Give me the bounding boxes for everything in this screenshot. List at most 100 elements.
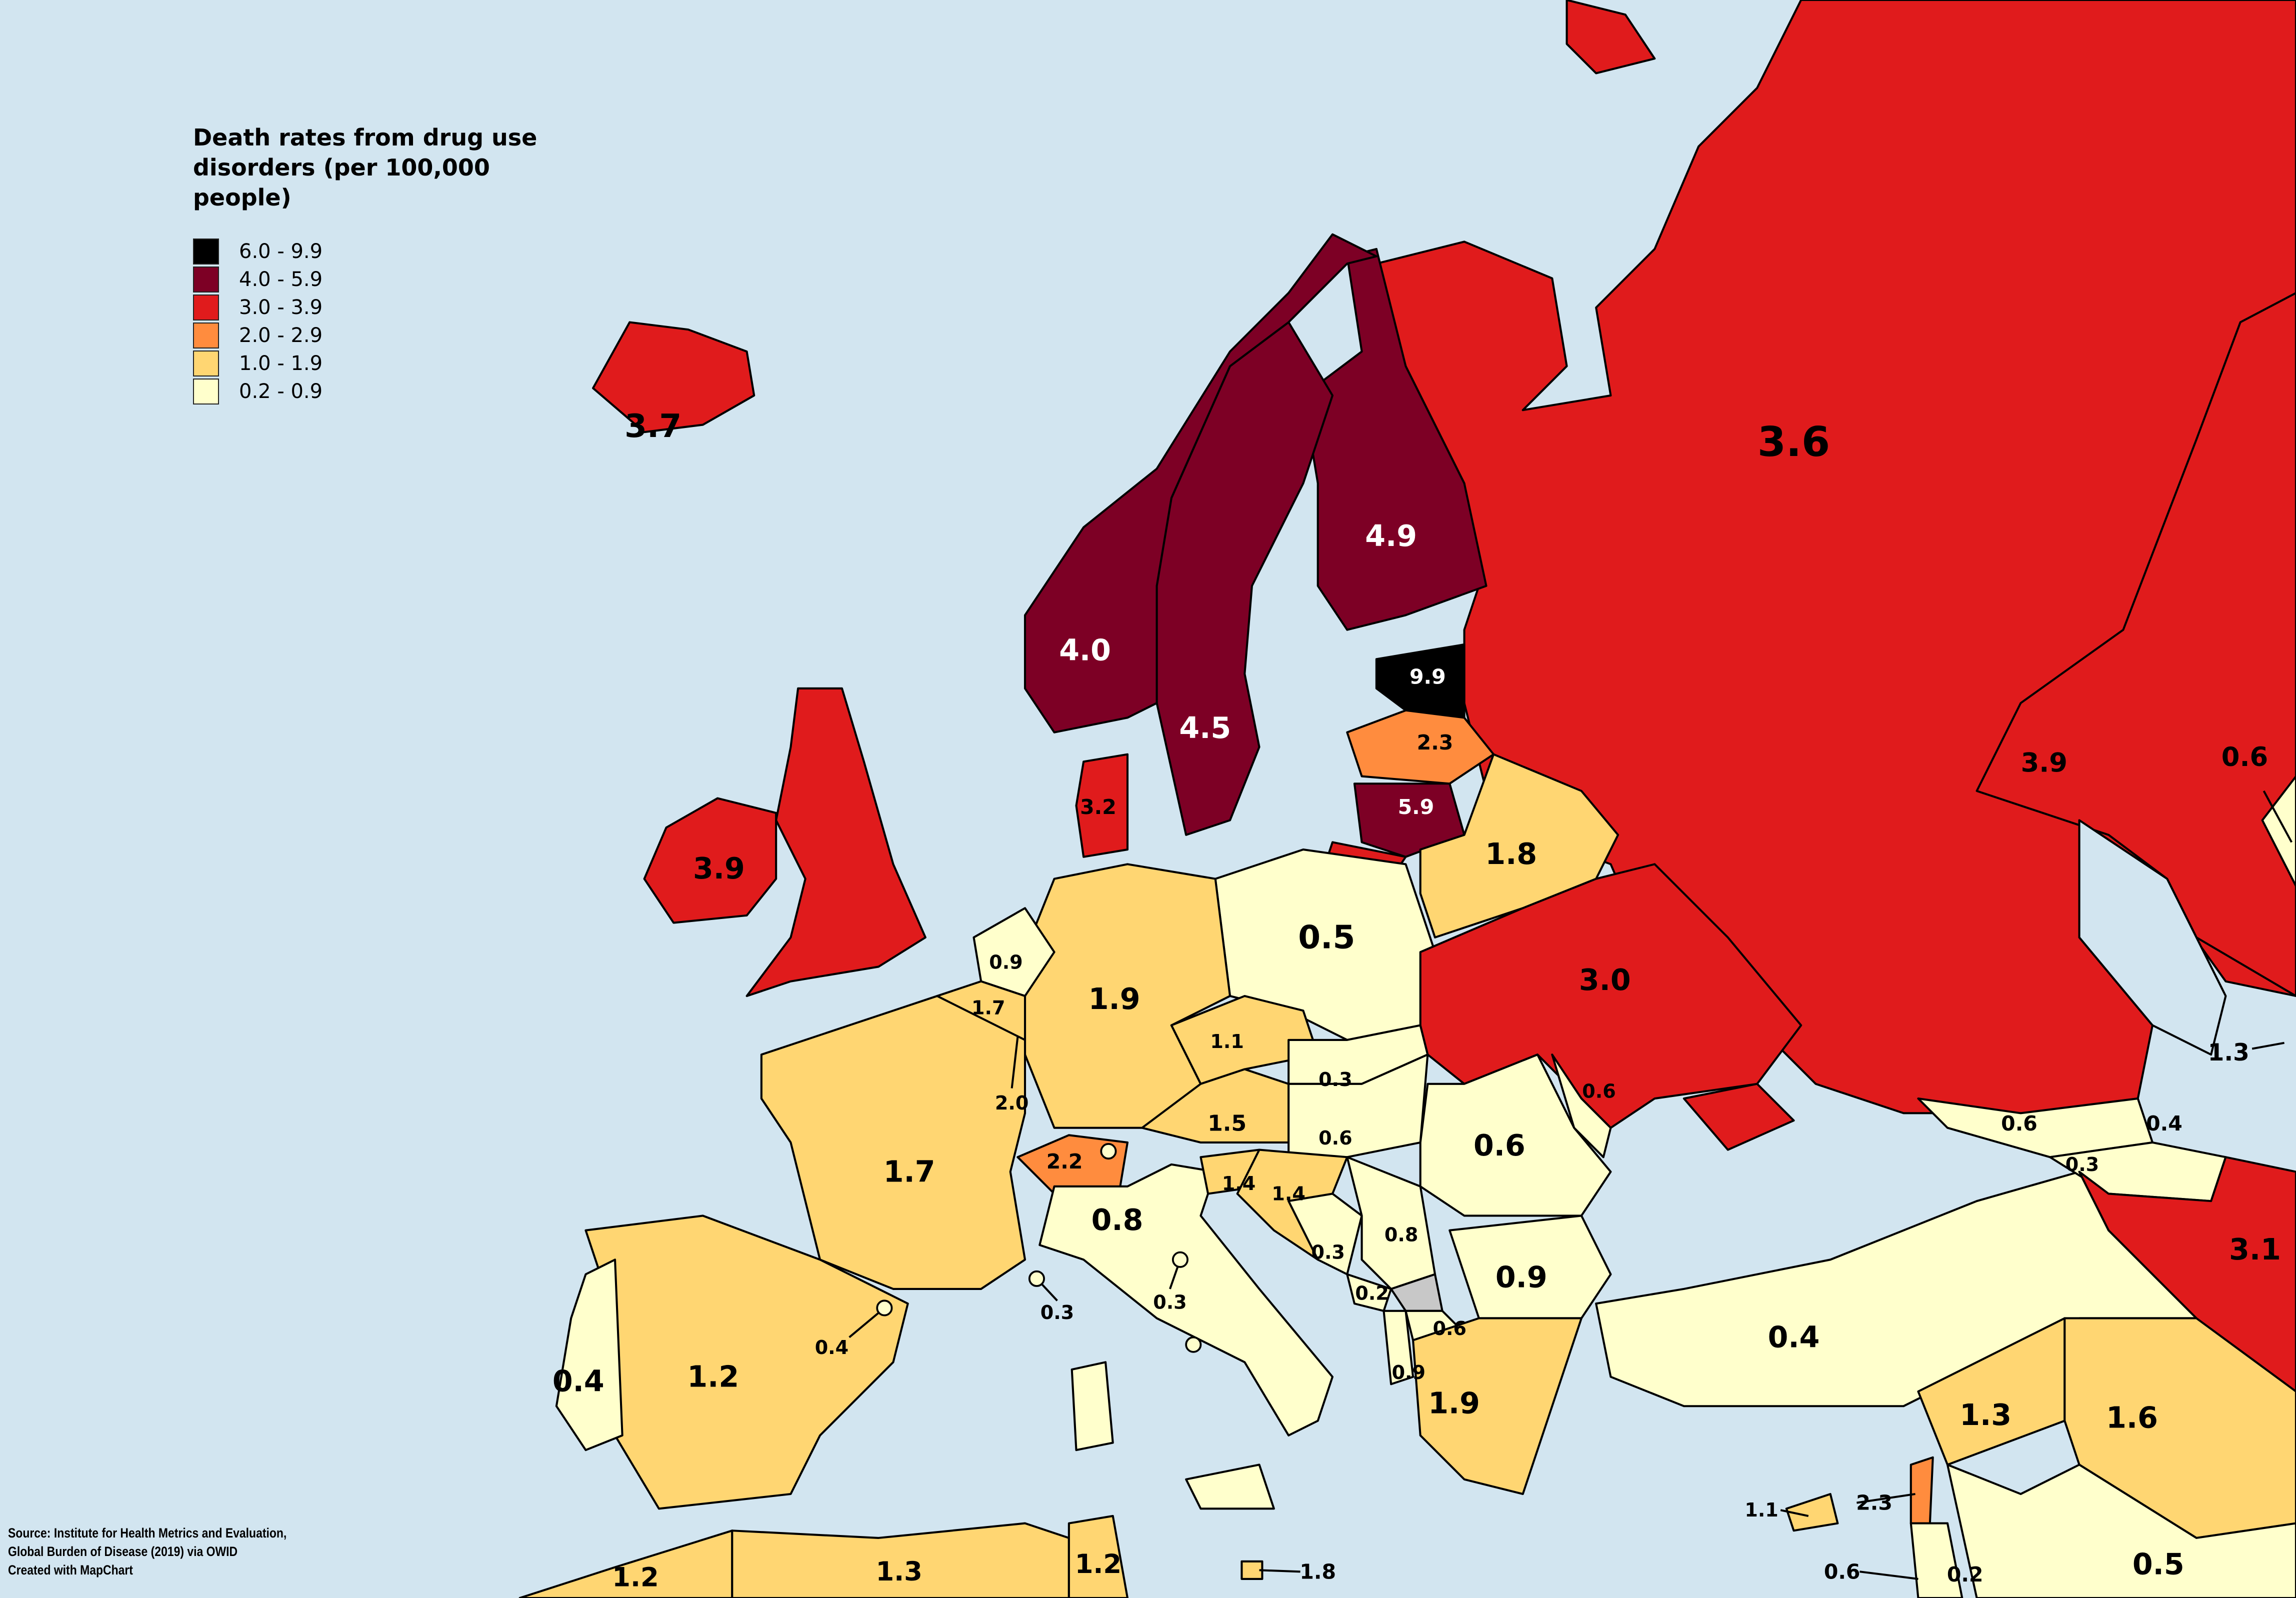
- region-value-label: 0.5: [1298, 918, 1355, 956]
- leader-line: [1860, 1570, 1918, 1580]
- legend-label: 6.0 - 9.9: [239, 240, 323, 263]
- region-value-label: 0.8: [1092, 1203, 1144, 1237]
- country-romania: [1419, 1054, 1612, 1217]
- caspian-sea: [2078, 819, 2227, 1056]
- region-value-label: 1.7: [884, 1155, 936, 1189]
- legend-item: 1.0 - 1.9: [193, 350, 553, 378]
- country-portugal: [555, 1258, 624, 1452]
- country-cyprus: [1785, 1492, 1839, 1532]
- country-israel: [1910, 1522, 1964, 1598]
- region-value-label: 1.7: [972, 996, 1005, 1018]
- legend-label: 1.0 - 1.9: [239, 352, 323, 375]
- country-bulgaria: [1448, 1214, 1612, 1320]
- region-value-label: 5.9: [1398, 795, 1434, 819]
- microstate-marker: [1185, 1336, 1202, 1353]
- region-value-label: 1.1: [1210, 1030, 1244, 1052]
- source-line-3: Created with MapChart: [8, 1562, 133, 1578]
- region-value-label: 0.6: [1318, 1127, 1352, 1149]
- legend-label: 0.2 - 0.9: [239, 380, 323, 403]
- region-value-label: 0.2: [1355, 1282, 1388, 1304]
- source-line-1: Source: Institute for Health Metrics and…: [8, 1526, 287, 1540]
- legend-item: 3.0 - 3.9: [193, 294, 553, 322]
- leader-line: [1856, 1492, 1916, 1504]
- region-value-label: 0.9: [1392, 1362, 1426, 1384]
- legend: Death rates from drug use disorders (per…: [193, 122, 553, 406]
- country-finland: [1302, 248, 1488, 631]
- country-albania: [1382, 1310, 1414, 1386]
- region-value-label: 2.0: [995, 1092, 1028, 1114]
- region-value-label: 0.9: [1496, 1260, 1548, 1294]
- country-bosnia: [1288, 1192, 1363, 1276]
- region-value-label: 1.8: [1485, 837, 1537, 871]
- region-value-label: 0.2: [1947, 1562, 1984, 1586]
- region-value-label: 0.3: [1312, 1242, 1345, 1264]
- country-italy: [1038, 1163, 1334, 1436]
- legend-swatch: [193, 294, 219, 320]
- legend-label: 4.0 - 5.9: [239, 268, 323, 291]
- region-value-label: 1.6: [2106, 1401, 2158, 1435]
- legend-swatch: [193, 266, 219, 292]
- country-norway: [1024, 233, 1378, 734]
- legend-swatch: [193, 378, 219, 404]
- region-value-label: 0.4: [815, 1336, 848, 1358]
- leader-line: [1780, 1509, 1809, 1517]
- legend-item: 2.0 - 2.9: [193, 322, 553, 350]
- legend-item: 4.0 - 5.9: [193, 266, 553, 294]
- region-value-label: 0.6: [2222, 742, 2268, 772]
- region-value-label: 0.3: [1040, 1302, 1074, 1324]
- region-value-label: 1.1: [1744, 1499, 1778, 1521]
- leader-line: [1259, 1569, 1300, 1573]
- region-value-label: 1.4: [1272, 1182, 1305, 1204]
- country-kazakhstan: [1976, 292, 2296, 998]
- region-value-label: 2.2: [1046, 1150, 1083, 1174]
- leader-line: [2262, 790, 2293, 843]
- region-value-label: 3.2: [1080, 795, 1116, 819]
- region-value-label: 1.2: [1075, 1549, 1122, 1580]
- microstate-marker: [1172, 1251, 1188, 1268]
- country-france: [760, 994, 1026, 1290]
- country-iran: [2078, 1156, 2296, 1408]
- legend-swatch: [193, 238, 219, 264]
- region-value-label: 0.4: [552, 1364, 604, 1398]
- country-malta: [1240, 1560, 1264, 1580]
- region-value-label: 1.3: [1960, 1398, 2012, 1432]
- region-value-label: 1.2: [612, 1562, 658, 1592]
- microstate-marker: [876, 1300, 893, 1316]
- legend-swatch: [193, 322, 219, 348]
- legend-title: Death rates from drug use disorders (per…: [193, 124, 538, 211]
- leader-line: [2252, 1042, 2284, 1050]
- region-value-label: 0.3: [1318, 1068, 1352, 1090]
- region-value-label: 0.6: [1474, 1128, 1526, 1162]
- country-tunisia: [1068, 1514, 1129, 1598]
- country-denmark: [1075, 753, 1129, 858]
- region-value-label: 4.9: [1365, 519, 1417, 553]
- legend-items: 6.0 - 9.9 4.0 - 5.9 3.0 - 3.9 2.0 - 2.9 1.0 …: [193, 238, 553, 406]
- leader-line: [1010, 1036, 1019, 1088]
- region-value-label: 1.9: [1088, 982, 1140, 1016]
- region-value-label: 0.6: [1433, 1318, 1466, 1340]
- legend-item: 6.0 - 9.9: [193, 238, 553, 266]
- legend-item: 0.2 - 0.9: [193, 378, 553, 406]
- region-value-label: 3.9: [2021, 748, 2068, 778]
- legend-label: 3.0 - 3.9: [239, 296, 323, 319]
- country-kazakhstan-west: [2261, 775, 2296, 888]
- country-sardinia: [1070, 1361, 1114, 1452]
- country-greece: [1412, 1317, 1582, 1496]
- country-sicily: [1185, 1464, 1275, 1510]
- region-value-label: 0.3: [2066, 1154, 2099, 1176]
- country-iceland: [592, 321, 756, 434]
- microstate-marker: [1100, 1142, 1117, 1160]
- region-value-label: 1.3: [2208, 1040, 2250, 1066]
- region-value-label: 0.6: [1582, 1080, 1616, 1102]
- region-value-label: 1.4: [1222, 1172, 1256, 1194]
- region-value-label: 0.6: [2001, 1112, 2038, 1136]
- region-value-label: 1.3: [876, 1556, 922, 1587]
- country-jordan: [1946, 1464, 2296, 1598]
- region-value-label: 0.4: [1768, 1320, 1820, 1354]
- region-value-label: 4.0: [1059, 634, 1111, 668]
- source-note: Source: Institute for Health Metrics and…: [8, 1524, 286, 1580]
- source-line-2: Global Burden of Disease (2019) via OWID: [8, 1544, 238, 1559]
- region-value-label: 1.2: [687, 1360, 739, 1394]
- region-value-label: 3.0: [1579, 963, 1631, 997]
